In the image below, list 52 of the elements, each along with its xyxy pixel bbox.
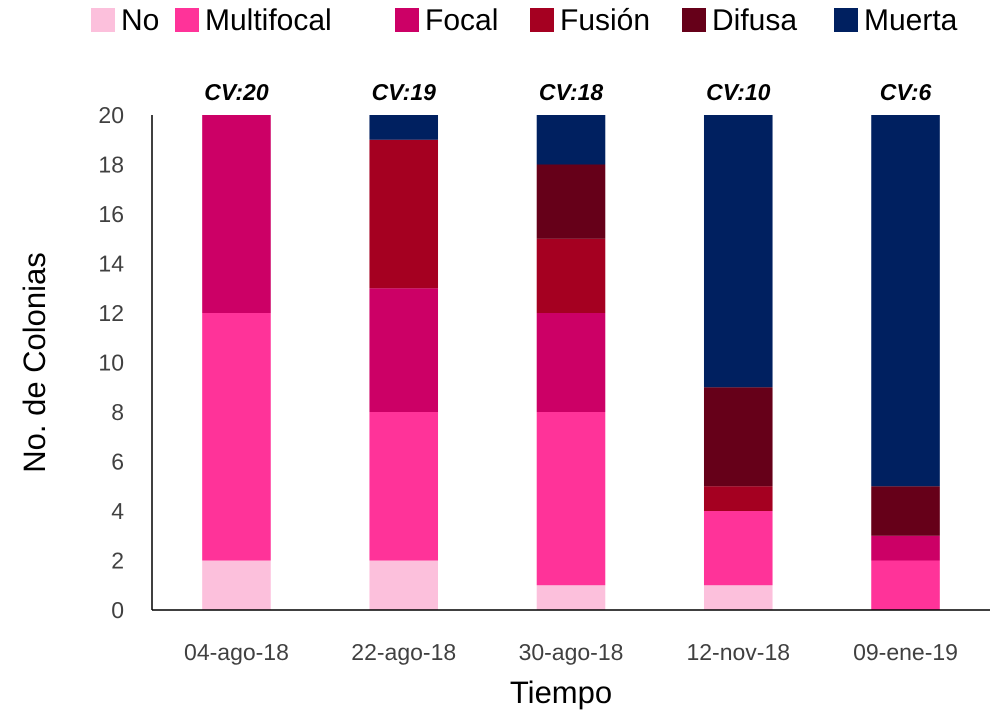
y-tick-label: 16 — [98, 201, 124, 228]
legend-label: No — [121, 4, 160, 37]
bar — [704, 387, 773, 486]
y-tick-label: 14 — [98, 250, 124, 277]
bar — [704, 115, 773, 388]
bar — [536, 412, 606, 586]
annotation: CV:10 — [706, 79, 771, 105]
x-tick-label: 04-ago-18 — [184, 639, 289, 665]
annotation: CV:18 — [538, 79, 604, 105]
y-tick-label: 10 — [98, 350, 124, 376]
x-tick-label: 22-ago-18 — [351, 639, 456, 665]
legend-label: Fusión — [560, 4, 650, 37]
y-tick-label: 2 — [111, 548, 124, 574]
bar — [536, 115, 606, 164]
bar — [536, 164, 606, 239]
bar — [202, 115, 271, 313]
bar — [871, 560, 940, 610]
bar — [202, 560, 271, 610]
x-tick-label: 30-ago-18 — [518, 639, 624, 665]
legend-label: Difusa — [712, 4, 798, 37]
annotation: CV:19 — [372, 79, 436, 105]
bar — [871, 115, 940, 486]
y-tick-label: 6 — [111, 448, 124, 475]
annotation: CV:20 — [204, 79, 269, 105]
bar — [704, 486, 773, 511]
bar — [536, 313, 606, 412]
bar — [871, 536, 940, 560]
x-tick-label: 09-ene-19 — [853, 639, 958, 665]
y-tick-label: 8 — [111, 399, 124, 426]
y-tick-label: 4 — [111, 498, 124, 524]
bar — [369, 560, 438, 610]
annotation: CV:6 — [880, 79, 932, 105]
legend-label: Multifocal — [205, 4, 332, 37]
bar — [369, 140, 438, 288]
y-axis-title: No. de Colonias — [17, 252, 52, 473]
bar — [369, 412, 438, 560]
legend-label: Focal — [425, 4, 498, 37]
bar — [536, 585, 606, 610]
bar — [369, 288, 438, 412]
legend-label: Muerta — [864, 4, 958, 37]
bar — [202, 313, 271, 560]
bar — [536, 238, 606, 313]
x-axis-title: Tiempo — [510, 675, 612, 710]
y-tick-label: 18 — [98, 152, 124, 178]
y-tick-label: 12 — [98, 300, 124, 326]
y-tick-label: 20 — [98, 102, 124, 128]
bar — [704, 511, 773, 586]
bar — [704, 585, 773, 610]
bar — [369, 115, 438, 140]
bar — [871, 486, 940, 536]
y-tick-label: 0 — [111, 597, 124, 624]
x-tick-label: 12-nov-18 — [686, 639, 790, 665]
